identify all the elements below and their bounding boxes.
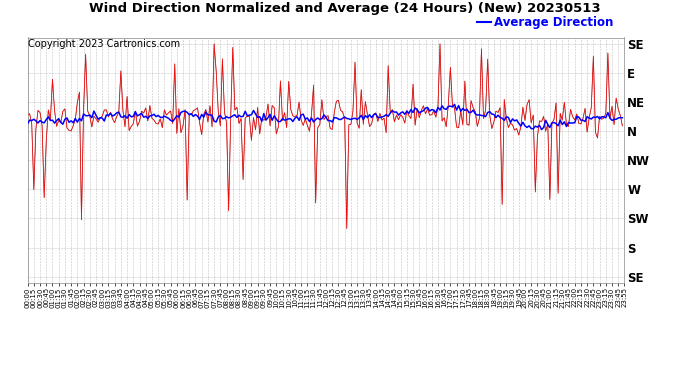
Text: Copyright 2023 Cartronics.com: Copyright 2023 Cartronics.com: [28, 39, 179, 50]
Legend: Average Direction: Average Direction: [472, 12, 618, 34]
Text: Wind Direction Normalized and Average (24 Hours) (New) 20230513: Wind Direction Normalized and Average (2…: [89, 2, 601, 15]
